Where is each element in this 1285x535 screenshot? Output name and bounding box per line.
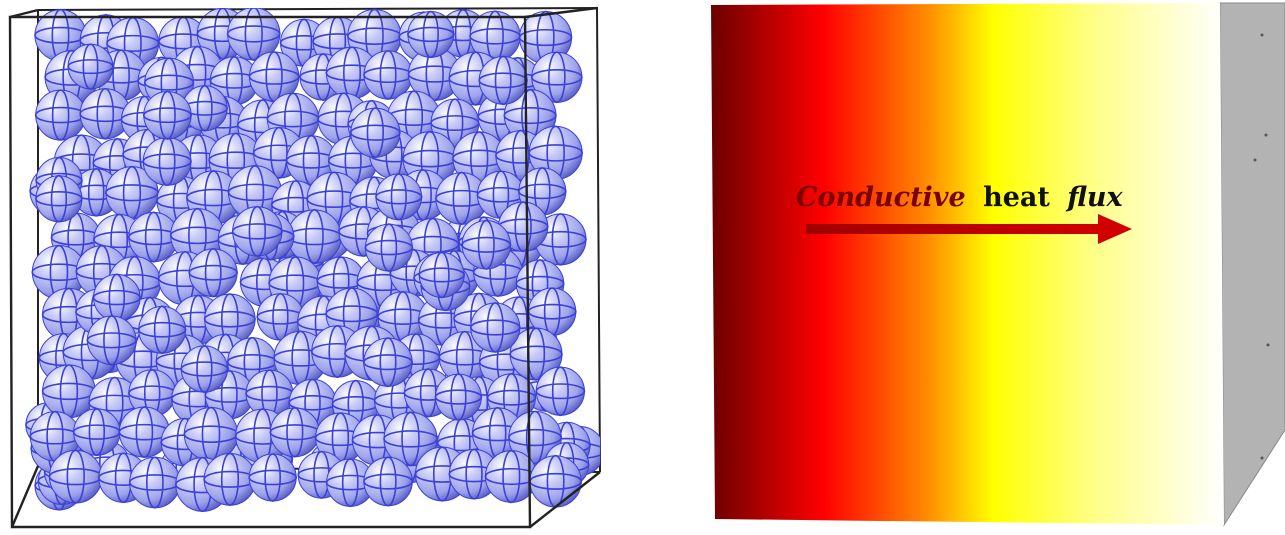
sphere-packing-panel: [8, 6, 601, 529]
sphere: [67, 43, 114, 90]
sphere: [226, 8, 281, 61]
sphere: [383, 411, 438, 467]
sphere: [35, 174, 83, 223]
sphere: [118, 406, 171, 459]
sphere: [188, 248, 238, 298]
sphere: [407, 10, 455, 59]
sphere: [142, 136, 192, 187]
sphere: [248, 51, 300, 103]
sphere: [137, 305, 187, 355]
cube-frame-front: [8, 6, 601, 529]
cube-side-face: [1219, 2, 1285, 527]
sphere: [248, 453, 298, 502]
sphere: [434, 373, 483, 421]
packed-spheres: [25, 8, 600, 513]
sphere: [418, 251, 465, 299]
sphere: [72, 408, 121, 457]
label-conductive: Conductive: [796, 182, 966, 213]
sphere: [325, 46, 379, 100]
sphere: [518, 10, 573, 65]
sphere: [325, 458, 375, 508]
label-flux: flux: [1065, 182, 1123, 213]
label-heat: heat: [983, 182, 1050, 213]
sphere: [529, 454, 583, 508]
sphere: [363, 456, 414, 507]
sphere: [375, 173, 423, 221]
sphere: [484, 449, 538, 504]
sphere: [127, 211, 180, 263]
sphere: [478, 55, 528, 106]
sphere: [528, 125, 584, 181]
sphere: [180, 345, 229, 393]
side-face-marks: [1253, 33, 1270, 460]
sphere: [349, 107, 401, 159]
sphere: [231, 205, 283, 257]
cube-front-face: [711, 3, 1224, 525]
sphere: [128, 456, 181, 509]
sphere: [448, 448, 500, 500]
sphere: [142, 90, 192, 140]
sphere: [34, 89, 87, 141]
sphere: [363, 50, 414, 100]
sphere: [531, 51, 583, 104]
sphere: [286, 209, 343, 265]
sphere: [203, 452, 257, 506]
sphere: [527, 287, 577, 337]
sphere: [469, 302, 521, 353]
sphere: [461, 219, 512, 270]
heat-flux-panel: Conductive heat flux: [711, 2, 1285, 527]
sphere: [183, 406, 239, 462]
heat-flux-arrow: [806, 214, 1132, 244]
sphere: [79, 87, 132, 140]
sphere: [364, 223, 414, 272]
sphere: [48, 449, 103, 504]
sphere: [508, 410, 563, 465]
heat-flux-label: Conductive heat flux: [796, 182, 1124, 213]
sphere: [86, 315, 137, 366]
sphere: [92, 273, 141, 322]
sphere: [269, 407, 321, 458]
sphere: [41, 364, 97, 419]
sphere: [128, 368, 177, 418]
sphere: [535, 366, 586, 417]
sphere: [363, 337, 413, 388]
sphere: [509, 327, 563, 381]
